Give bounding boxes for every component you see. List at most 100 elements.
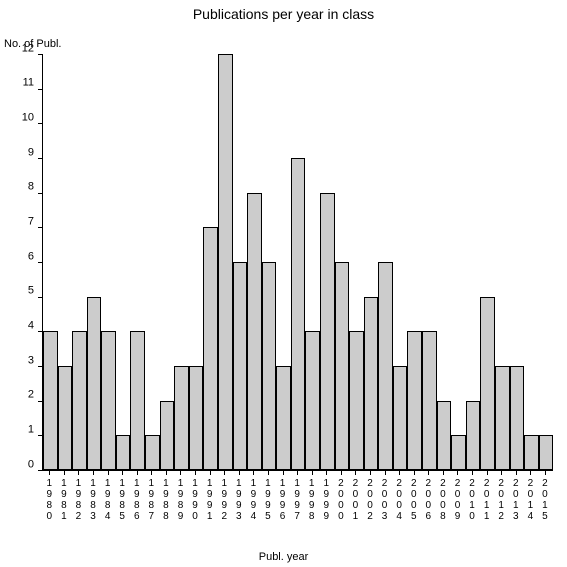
x-tick-label: 2 0 1 4 (526, 478, 534, 522)
bar (305, 331, 320, 470)
x-tick-label: 2 0 0 2 (366, 478, 374, 522)
x-tick-label: 1 9 9 6 (279, 478, 287, 522)
x-tick-mark (108, 470, 109, 475)
y-tick-label: 5 (28, 286, 42, 297)
x-tick-mark (297, 470, 298, 475)
x-tick-mark (545, 470, 546, 475)
x-tick-label: 2 0 1 0 (468, 478, 476, 522)
x-tick-mark (487, 470, 488, 475)
bar (276, 366, 291, 470)
x-tick-mark (180, 470, 181, 475)
x-tick-label: 2 0 1 5 (541, 478, 549, 522)
x-tick-label: 1 9 8 8 (162, 478, 170, 522)
x-tick-label: 2 0 0 3 (381, 478, 389, 522)
bar (480, 297, 495, 470)
bar (495, 366, 510, 470)
x-tick-mark (428, 470, 429, 475)
x-tick-label: 1 9 8 6 (133, 478, 141, 522)
x-tick-label: 2 0 0 4 (395, 478, 403, 522)
bar (539, 435, 554, 470)
bar (407, 331, 422, 470)
x-tick-label: 2 0 0 1 (351, 478, 359, 522)
bar (291, 158, 306, 470)
y-ticks: 0123456789101112 (0, 54, 42, 470)
x-tick-mark (224, 470, 225, 475)
x-tick-mark (64, 470, 65, 475)
bar (262, 262, 277, 470)
x-tick-mark (399, 470, 400, 475)
x-tick-label: 1 9 9 3 (235, 478, 243, 522)
y-tick-label: 2 (28, 390, 42, 401)
bar (203, 227, 218, 470)
bar (233, 262, 248, 470)
x-tick-mark (355, 470, 356, 475)
x-axis-label: Publ. year (0, 551, 567, 563)
x-tick-label: 1 9 8 2 (74, 478, 82, 522)
bar (218, 54, 233, 470)
x-tick-mark (49, 470, 50, 475)
bar (247, 193, 262, 470)
y-tick-label: 7 (28, 216, 42, 227)
y-tick-label: 4 (28, 320, 42, 331)
x-tick-label: 1 9 8 0 (45, 478, 53, 522)
x-tick-mark (472, 470, 473, 475)
bar (160, 401, 175, 470)
x-tick-label: 1 9 8 5 (118, 478, 126, 522)
bar (437, 401, 452, 470)
x-tick-mark (530, 470, 531, 475)
bar (335, 262, 350, 470)
x-tick-label: 1 9 8 4 (104, 478, 112, 522)
x-tick-label: 1 9 9 2 (220, 478, 228, 522)
bar (189, 366, 204, 470)
x-tick-label: 1 9 8 1 (60, 478, 68, 522)
y-tick-label: 12 (22, 43, 42, 54)
x-tick-label: 2 0 0 6 (424, 478, 432, 522)
x-tick-label: 2 0 0 8 (439, 478, 447, 522)
x-tick-label: 2 0 1 2 (497, 478, 505, 522)
y-tick-label: 6 (28, 251, 42, 262)
y-tick-label: 0 (28, 459, 42, 470)
x-tick-label: 1 9 8 3 (89, 478, 97, 522)
x-tick-mark (370, 470, 371, 475)
x-tick-label: 1 9 9 0 (191, 478, 199, 522)
y-tick-label: 1 (28, 424, 42, 435)
x-tick-label: 2 0 1 1 (483, 478, 491, 522)
bar (393, 366, 408, 470)
bar (378, 262, 393, 470)
x-tick-mark (78, 470, 79, 475)
y-tick-label: 3 (28, 355, 42, 366)
x-tick-mark (443, 470, 444, 475)
x-tick-label: 1 9 9 1 (206, 478, 214, 522)
x-tick-mark (414, 470, 415, 475)
y-tick-label: 9 (28, 147, 42, 158)
bar (145, 435, 160, 470)
bar (320, 193, 335, 470)
x-tick-mark (239, 470, 240, 475)
x-tick-mark (283, 470, 284, 475)
bar (116, 435, 131, 470)
x-tick-mark (93, 470, 94, 475)
bar (524, 435, 539, 470)
x-tick-mark (195, 470, 196, 475)
bar (422, 331, 437, 470)
bar (101, 331, 116, 470)
x-tick-label: 1 9 9 5 (264, 478, 272, 522)
x-tick-label: 1 9 8 9 (176, 478, 184, 522)
x-tick-mark (137, 470, 138, 475)
bar (510, 366, 525, 470)
y-tick-label: 8 (28, 182, 42, 193)
x-tick-mark (341, 470, 342, 475)
x-tick-label: 1 9 9 8 (308, 478, 316, 522)
bar (466, 401, 481, 470)
x-tick-label: 1 9 8 7 (147, 478, 155, 522)
x-tick-mark (122, 470, 123, 475)
x-tick-label: 1 9 9 7 (293, 478, 301, 522)
x-tick-label: 2 0 0 9 (453, 478, 461, 522)
x-tick-mark (501, 470, 502, 475)
x-tick-label: 2 0 0 5 (410, 478, 418, 522)
bar (58, 366, 73, 470)
chart-title: Publications per year in class (0, 6, 567, 22)
bar (130, 331, 145, 470)
y-tick-label: 10 (22, 112, 42, 123)
chart-container: Publications per year in class No. of Pu… (0, 0, 567, 567)
